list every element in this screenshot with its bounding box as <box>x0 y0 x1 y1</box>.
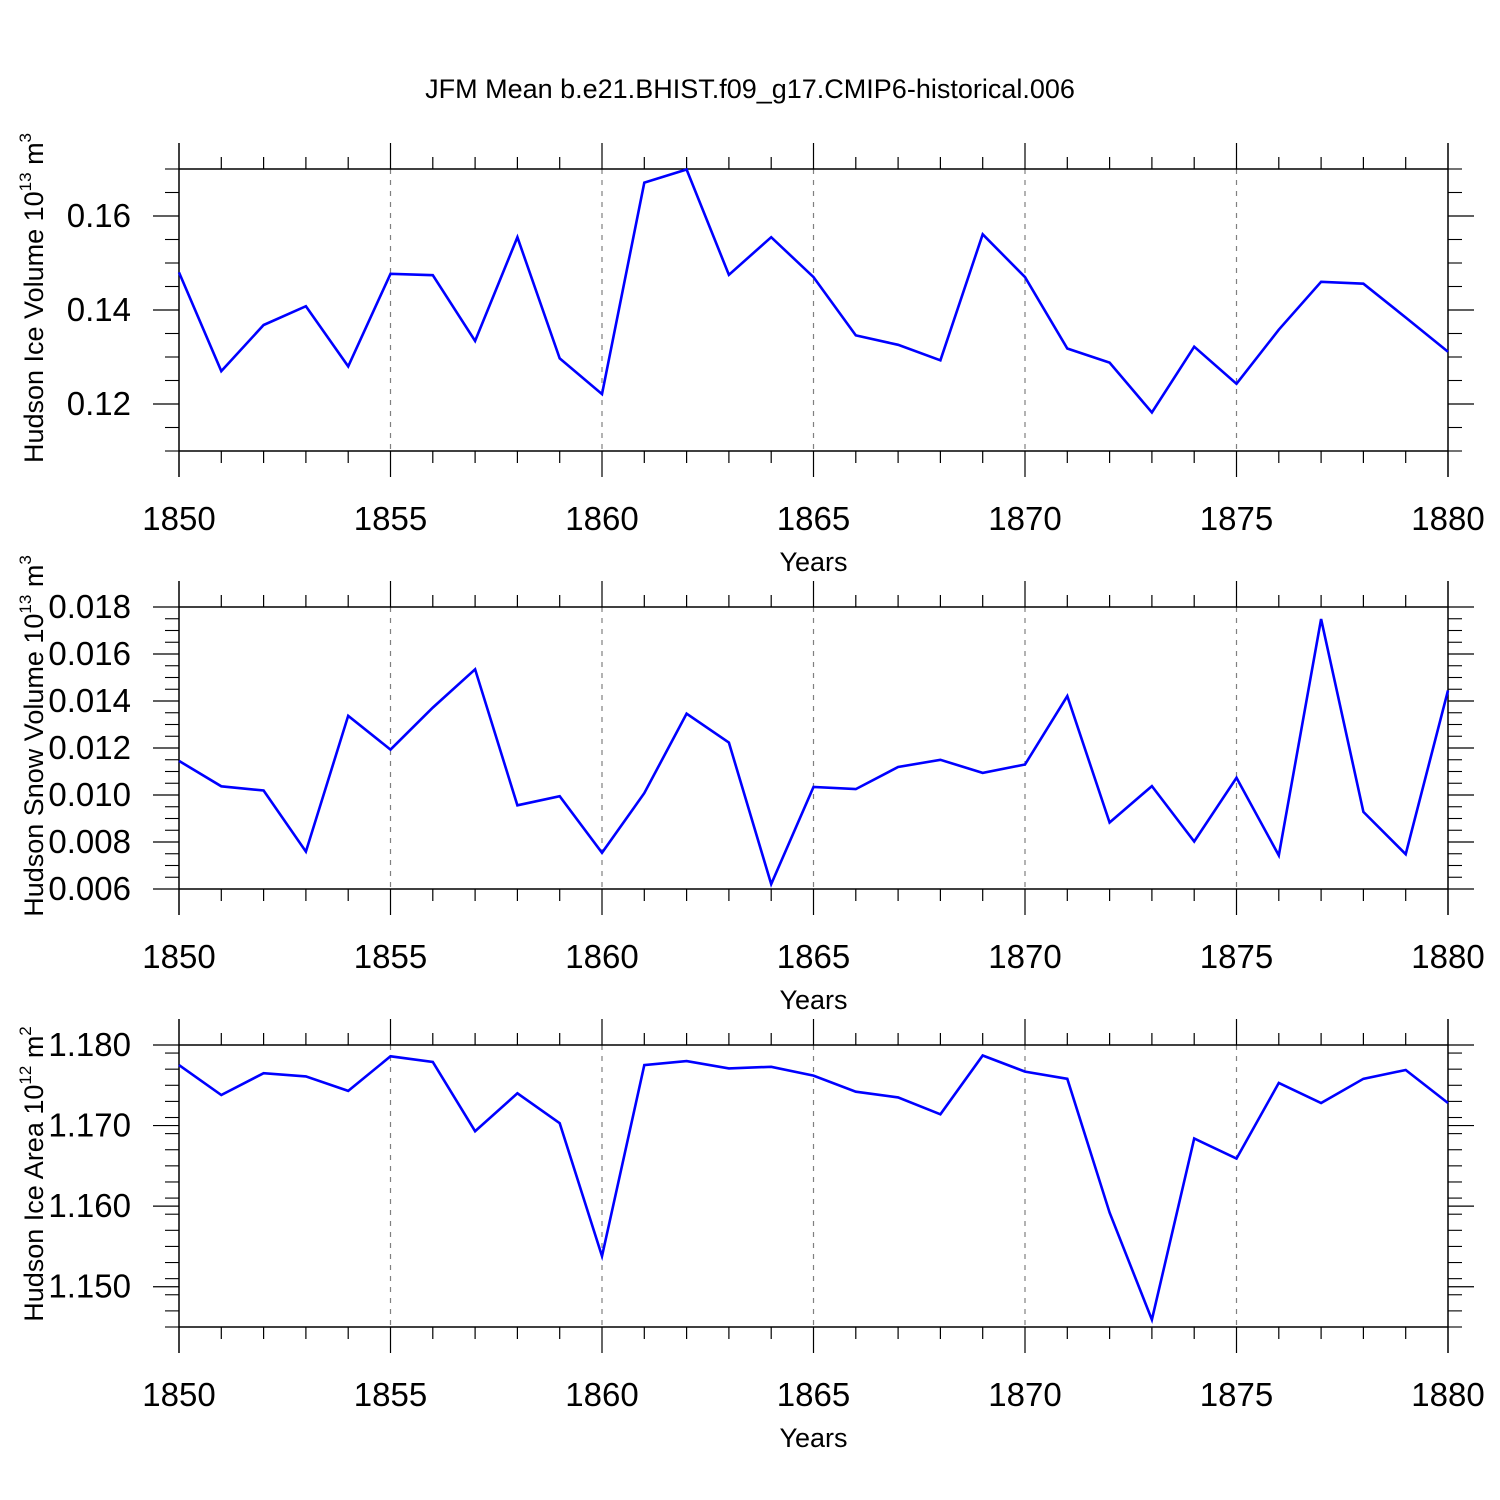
x-tick-label: 1860 <box>565 1376 638 1413</box>
y-tick-label: 1.170 <box>48 1107 131 1144</box>
x-axis-label: Years <box>779 1423 847 1453</box>
x-tick-label: 1850 <box>142 938 215 975</box>
x-tick-label: 1850 <box>142 500 215 537</box>
x-tick-label: 1865 <box>777 938 850 975</box>
y-axis-label: Hudson Snow Volume 1013 m3 <box>16 555 49 917</box>
y-tick-label: 1.180 <box>48 1026 131 1063</box>
y-tick-label: 0.008 <box>48 823 131 860</box>
x-tick-label: 1875 <box>1200 500 1273 537</box>
snow-volume-panel: 1850 1855 1860 1865 1870 1875 1880 0.006 0.008 0.… <box>16 555 1485 1015</box>
x-tick-label: 1880 <box>1411 500 1484 537</box>
y-tick-label: 0.14 <box>67 291 131 328</box>
x-tick-label: 1860 <box>565 500 638 537</box>
x-tick-label: 1855 <box>354 938 427 975</box>
x-axis-label: Years <box>779 985 847 1015</box>
x-tick-label: 1870 <box>988 1376 1061 1413</box>
x-tick-label: 1870 <box>988 938 1061 975</box>
y-tick-label: 0.014 <box>48 682 131 719</box>
x-tick-label: 1875 <box>1200 1376 1273 1413</box>
y-axis-label: Hudson Ice Volume 1013 m3 <box>16 133 49 463</box>
x-tick-label: 1860 <box>565 938 638 975</box>
x-tick-label: 1850 <box>142 1376 215 1413</box>
y-tick-label: 0.006 <box>48 870 131 907</box>
y-tick-label: 0.12 <box>67 385 131 422</box>
y-tick-label: 0.018 <box>48 588 131 625</box>
y-tick-label: 0.012 <box>48 729 131 766</box>
y-axis-label: Hudson Ice Area 1012 m2 <box>16 1026 49 1322</box>
y-tick-label: 0.010 <box>48 776 131 813</box>
x-tick-label: 1855 <box>354 1376 427 1413</box>
x-tick-label: 1875 <box>1200 938 1273 975</box>
figure-title: JFM Mean b.e21.BHIST.f09_g17.CMIP6-histo… <box>425 74 1075 104</box>
y-tick-label: 0.16 <box>67 197 131 234</box>
ice-volume-panel: 1850 1855 1860 1865 1870 1875 1880 0.12 0.14 0.16… <box>16 133 1485 577</box>
x-tick-label: 1870 <box>988 500 1061 537</box>
y-tick-label: 1.150 <box>48 1268 131 1305</box>
x-axis-label: Years <box>779 547 847 577</box>
x-tick-label: 1880 <box>1411 1376 1484 1413</box>
y-tick-label: 0.016 <box>48 635 131 672</box>
y-tick-label: 1.160 <box>48 1187 131 1224</box>
series-line <box>178 618 1450 888</box>
x-tick-label: 1855 <box>354 500 427 537</box>
ice-area-panel: 1850 1855 1860 1865 1870 1875 1880 1.150 1.160 1.… <box>16 1019 1485 1453</box>
x-tick-label: 1865 <box>777 500 850 537</box>
series-line <box>177 167 1449 415</box>
x-tick-label: 1865 <box>777 1376 850 1413</box>
x-tick-label: 1880 <box>1411 938 1484 975</box>
series-line <box>178 1053 1449 1325</box>
